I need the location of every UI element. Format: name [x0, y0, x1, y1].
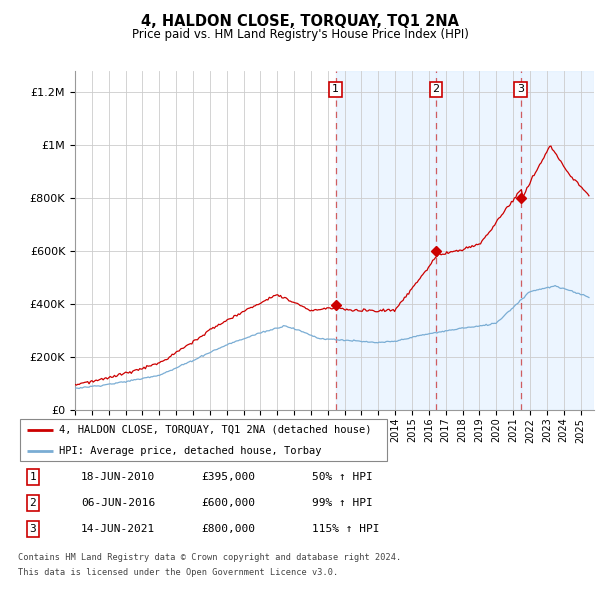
Bar: [436, 71, 521, 410]
Text: £800,000: £800,000: [201, 524, 255, 533]
Text: 99% ↑ HPI: 99% ↑ HPI: [312, 498, 373, 507]
Text: HPI: Average price, detached house, Torbay: HPI: Average price, detached house, Torb…: [59, 445, 322, 455]
Text: 14-JUN-2021: 14-JUN-2021: [81, 524, 155, 533]
Text: £600,000: £600,000: [201, 498, 255, 507]
Text: 50% ↑ HPI: 50% ↑ HPI: [312, 472, 373, 481]
Bar: [521, 71, 594, 410]
Text: 115% ↑ HPI: 115% ↑ HPI: [312, 524, 380, 533]
Text: 1: 1: [332, 84, 339, 94]
Text: 4, HALDON CLOSE, TORQUAY, TQ1 2NA: 4, HALDON CLOSE, TORQUAY, TQ1 2NA: [141, 14, 459, 28]
FancyBboxPatch shape: [20, 419, 388, 461]
Text: Price paid vs. HM Land Registry's House Price Index (HPI): Price paid vs. HM Land Registry's House …: [131, 28, 469, 41]
Text: £395,000: £395,000: [201, 472, 255, 481]
Text: 2: 2: [433, 84, 440, 94]
Text: 3: 3: [29, 524, 37, 533]
Text: 4, HALDON CLOSE, TORQUAY, TQ1 2NA (detached house): 4, HALDON CLOSE, TORQUAY, TQ1 2NA (detac…: [59, 425, 371, 435]
Text: 18-JUN-2010: 18-JUN-2010: [81, 472, 155, 481]
Text: 2: 2: [29, 498, 37, 507]
Bar: [335, 71, 436, 410]
Text: This data is licensed under the Open Government Licence v3.0.: This data is licensed under the Open Gov…: [18, 568, 338, 577]
Text: 1: 1: [29, 472, 37, 481]
Text: 06-JUN-2016: 06-JUN-2016: [81, 498, 155, 507]
Text: Contains HM Land Registry data © Crown copyright and database right 2024.: Contains HM Land Registry data © Crown c…: [18, 553, 401, 562]
Text: 3: 3: [517, 84, 524, 94]
